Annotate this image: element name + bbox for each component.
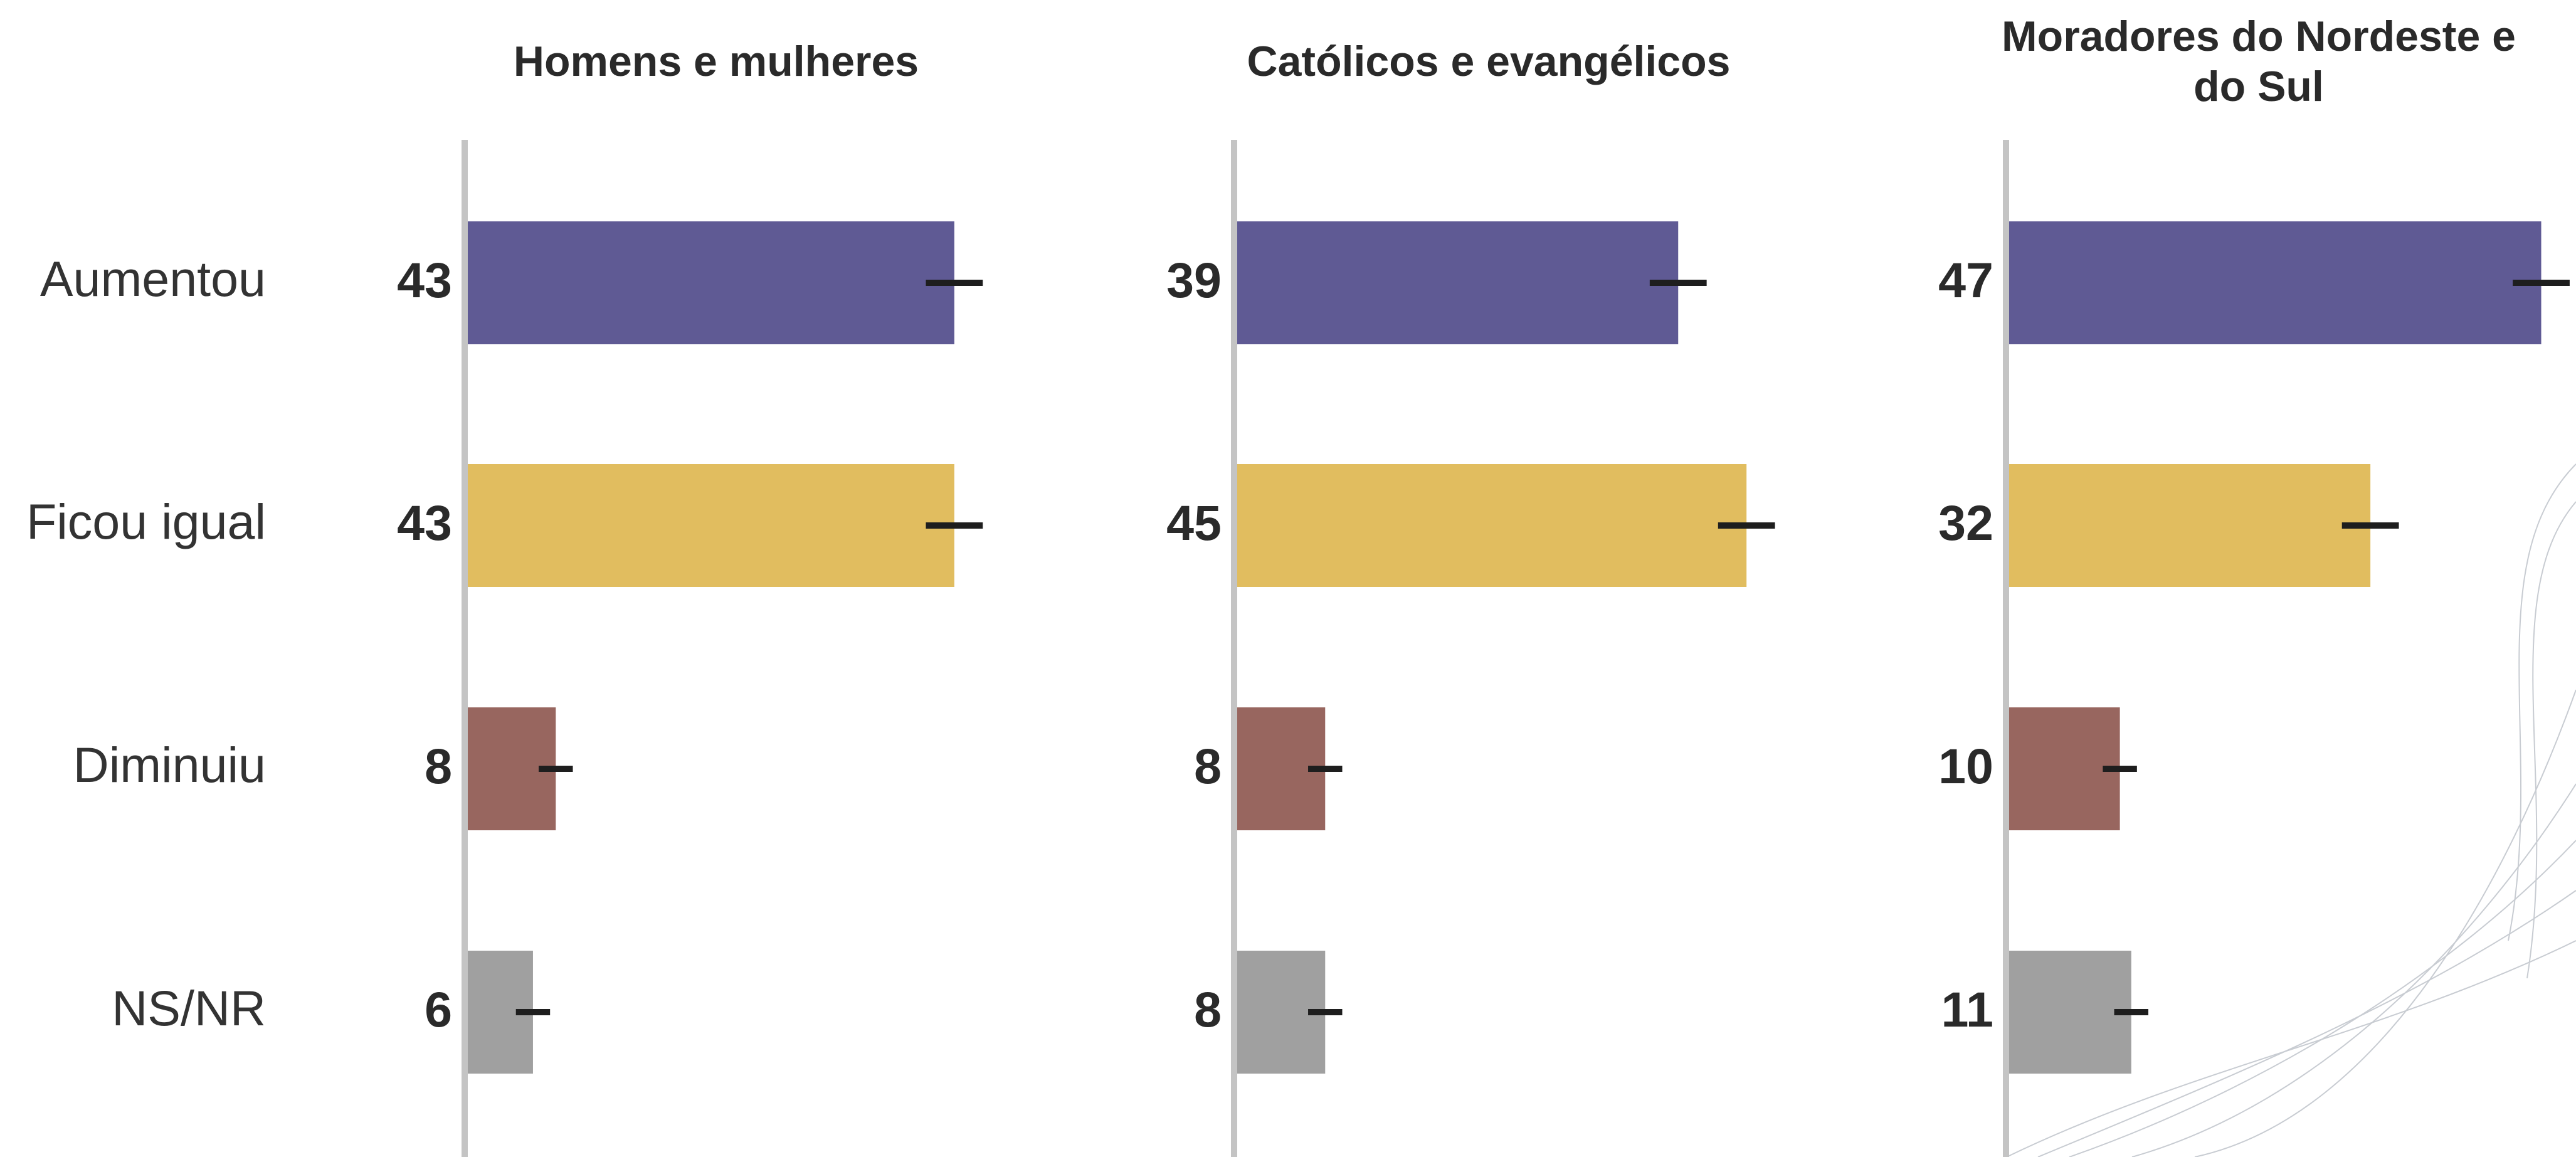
bar <box>465 464 954 587</box>
value-label: 8 <box>425 738 452 794</box>
value-label: 47 <box>1938 252 1993 308</box>
value-label: 43 <box>397 252 452 308</box>
value-label: 32 <box>1938 495 1993 551</box>
panel-title: Moradores do Nordeste e do Sul <box>2002 13 2516 110</box>
value-label: 10 <box>1938 738 1993 794</box>
value-label: 8 <box>1194 981 1222 1037</box>
category-label: Aumentou <box>40 251 266 307</box>
value-label: 6 <box>425 981 452 1037</box>
bar <box>2006 464 2371 587</box>
decoration <box>2006 463 2576 1157</box>
value-label: 39 <box>1166 252 1222 308</box>
category-label: NS/NR <box>112 980 266 1036</box>
bar <box>465 221 954 344</box>
value-label: 45 <box>1166 495 1222 551</box>
bar <box>2006 707 2120 830</box>
value-label: 11 <box>1941 981 1993 1037</box>
bar <box>1234 464 1747 587</box>
bar <box>2006 951 2131 1074</box>
category-label: Diminuiu <box>73 737 266 793</box>
panel-title: Homens e mulheres <box>513 38 919 85</box>
value-label: 8 <box>1194 738 1222 794</box>
bar <box>1234 221 1679 344</box>
value-label: 43 <box>397 495 452 551</box>
bar <box>2006 221 2542 344</box>
category-label: Ficou igual <box>26 494 266 549</box>
panel-title: Católicos e evangélicos <box>1247 38 1731 85</box>
